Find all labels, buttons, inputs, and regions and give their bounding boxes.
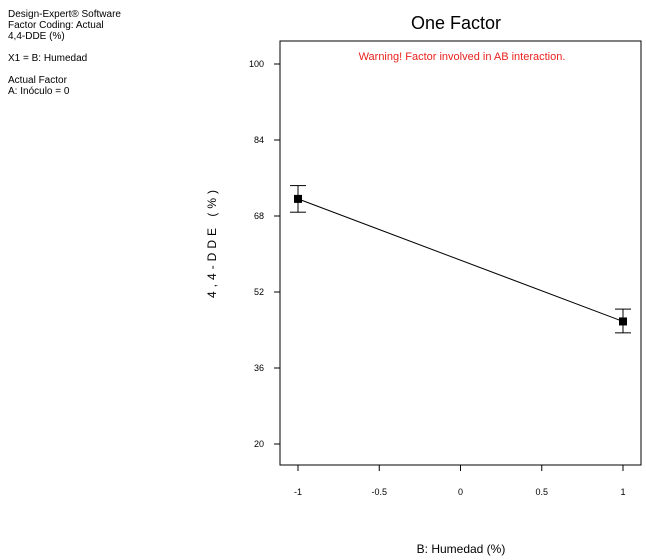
x-tick-label: -1 [294,487,302,497]
x-tick-label: 0.5 [535,487,548,497]
software-label: Design-Expert® Software [8,9,121,20]
info-panel: Design-Expert® Software Factor Coding: A… [8,9,121,97]
x-tick-label: -0.5 [371,487,387,497]
y-tick-label: 84 [254,135,264,145]
x-tick-label: 1 [620,487,625,497]
response-label: 4,4-DDE (%) [8,31,65,42]
y-axis-label: 4,4-DDE (%) [205,186,219,298]
actual-factor-value: A: Inóculo = 0 [8,86,70,97]
x-tick-label: 0 [458,487,463,497]
x-axis-label: B: Humedad (%) [417,542,506,556]
plot-area-frame [279,40,642,466]
data-point [619,317,627,326]
actual-factor-heading: Actual Factor [8,75,67,86]
data-point [294,194,302,203]
y-tick-label: 20 [254,439,264,449]
y-tick-label: 100 [249,59,264,69]
y-tick-label: 68 [254,211,264,221]
y-tick-label: 52 [254,287,264,297]
series-line [297,198,624,322]
chart-title: One Factor [411,13,501,33]
factor-coding-label: Factor Coding: Actual [8,20,104,31]
y-axis: 20 36 52 68 84 100 [249,59,280,449]
interaction-warning: Warning! Factor involved in AB interacti… [359,51,566,63]
x-axis: -1 -0.5 0 0.5 1 [294,465,626,497]
factor-definition-label: X1 = B: Humedad [8,53,88,64]
y-tick-label: 36 [254,363,264,373]
data-marks [290,185,631,334]
